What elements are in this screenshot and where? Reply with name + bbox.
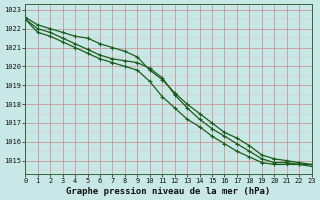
X-axis label: Graphe pression niveau de la mer (hPa): Graphe pression niveau de la mer (hPa) — [66, 187, 271, 196]
